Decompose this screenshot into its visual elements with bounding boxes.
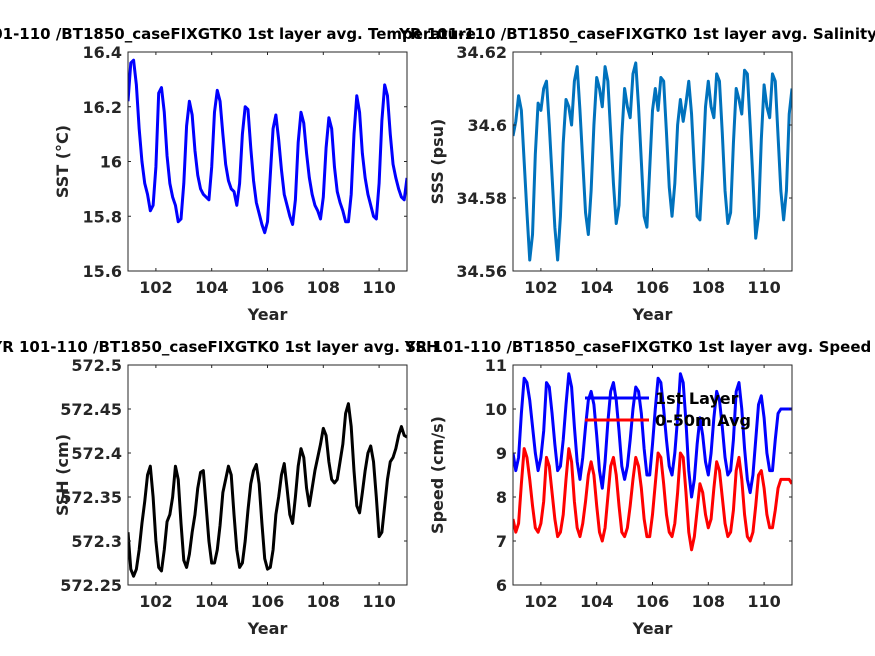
y-tick-label: 34.6 <box>468 116 507 135</box>
x-tick-label: 102 <box>139 278 172 297</box>
chart-panel-3: 102 104 106 108 110 572.25 572.3 572.35 572.4 572… <box>0 338 439 638</box>
x-tick-label: 106 <box>636 592 669 611</box>
y-tick-label: 9 <box>496 444 507 463</box>
y-tick-label: 34.62 <box>456 43 507 62</box>
y-axis-label: SSS (psu) <box>428 119 447 205</box>
x-tick-label: 108 <box>692 592 725 611</box>
x-tick-label: 104 <box>580 278 613 297</box>
y-tick-label: 10 <box>485 400 507 419</box>
x-tick-label: 108 <box>307 592 340 611</box>
y-tick-label: 34.56 <box>456 262 507 281</box>
chart-title: YR 101-110 /BT1850_caseFIXGTK0 1st layer… <box>0 338 439 356</box>
y-tick-label: 572.25 <box>60 576 122 595</box>
series-line-4-1 <box>513 372 792 499</box>
x-tick-label: 110 <box>362 278 395 297</box>
plot-frame <box>127 51 408 272</box>
y-tick-label: 11 <box>485 356 507 375</box>
chart-panel-4: 102 104 106 108 110 6 7 8 9 10 11 Year Speed (cm/s) Y… <box>404 338 871 638</box>
plot-frame <box>512 364 793 586</box>
chart-title: YR 101-110 /BT1850_caseFIXGTK0 1st layer… <box>404 338 871 356</box>
x-axis-label: Year <box>632 305 673 324</box>
y-tick-label: 572.5 <box>71 356 122 375</box>
series-line-4-2 <box>513 447 792 552</box>
y-tick-label: 15.8 <box>83 207 122 226</box>
y-tick-label: 34.58 <box>456 189 507 208</box>
y-axis-label: SST (°C) <box>53 125 72 198</box>
series-line-2-1 <box>513 61 792 262</box>
x-tick-label: 110 <box>362 592 395 611</box>
x-tick-label: 102 <box>139 592 172 611</box>
chart-panel-2: 102 104 106 108 110 34.56 34.58 34.6 34.62 Year SS… <box>398 25 875 324</box>
x-tick-label: 106 <box>251 592 284 611</box>
y-tick-label: 572.3 <box>71 532 122 551</box>
y-tick-label: 572.45 <box>60 400 122 419</box>
y-tick-label: 572.4 <box>71 444 122 463</box>
y-tick-label: 7 <box>496 532 507 551</box>
y-tick-label: 16.2 <box>83 98 122 117</box>
chart-title: YR 101-110 /BT1850_caseFIXGTK0 1st layer… <box>0 25 476 43</box>
legend: 1st Layer 0-50m Avg <box>585 389 751 430</box>
y-tick-label: 16.4 <box>83 43 122 62</box>
x-tick-label: 104 <box>195 278 228 297</box>
y-tick-label: 16 <box>100 153 122 172</box>
x-tick-label: 104 <box>580 592 613 611</box>
chart-panel-1: 102 104 106 108 110 15.6 15.8 16 16.2 16.4 Year SST… <box>0 25 476 324</box>
x-tick-label: 104 <box>195 592 228 611</box>
x-axis-label: Year <box>632 619 673 638</box>
y-tick-label: 8 <box>496 488 507 507</box>
series-line-3-1 <box>128 402 407 578</box>
x-axis-label: Year <box>247 305 288 324</box>
x-tick-label: 106 <box>636 278 669 297</box>
series-line-1-1 <box>128 58 407 235</box>
legend-label-1: 1st Layer <box>655 389 739 408</box>
x-tick-label: 110 <box>747 592 780 611</box>
y-axis-label: SSH (cm) <box>53 434 72 516</box>
y-tick-label: 15.6 <box>83 262 122 281</box>
x-tick-label: 102 <box>524 278 557 297</box>
chart-title: YR 101-110 /BT1850_caseFIXGTK0 1st layer… <box>398 25 875 43</box>
y-tick-label: 572.35 <box>60 488 122 507</box>
x-tick-label: 110 <box>747 278 780 297</box>
y-tick-label: 6 <box>496 576 507 595</box>
x-tick-label: 102 <box>524 592 557 611</box>
x-axis-label: Year <box>247 619 288 638</box>
x-tick-label: 108 <box>307 278 340 297</box>
y-axis-label: Speed (cm/s) <box>428 416 447 534</box>
x-tick-label: 106 <box>251 278 284 297</box>
x-tick-label: 108 <box>692 278 725 297</box>
legend-label-2: 0-50m Avg <box>655 411 751 430</box>
